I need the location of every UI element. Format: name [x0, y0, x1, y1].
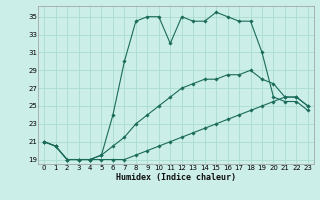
X-axis label: Humidex (Indice chaleur): Humidex (Indice chaleur): [116, 173, 236, 182]
